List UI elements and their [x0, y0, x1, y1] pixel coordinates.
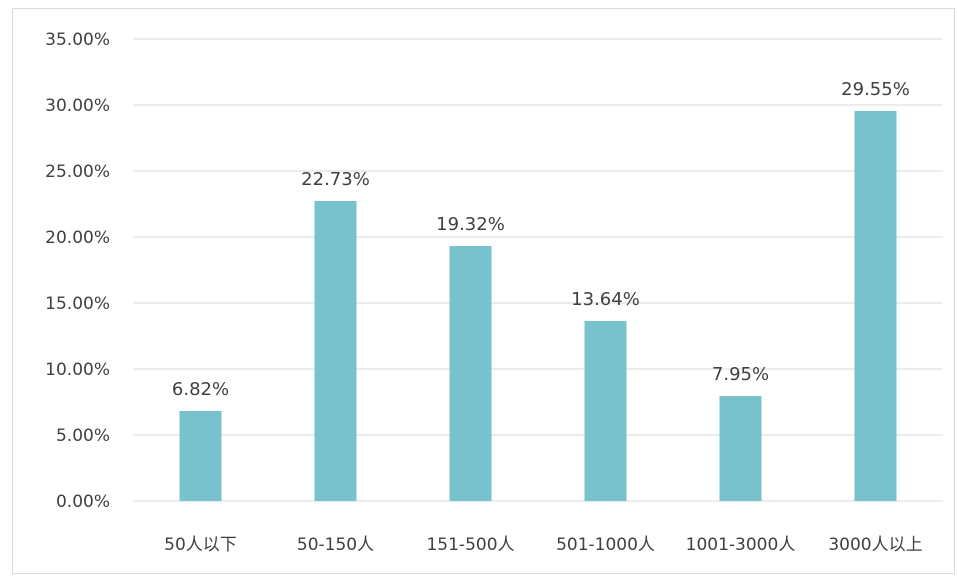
data-label: 19.32%	[436, 214, 505, 235]
bar	[314, 200, 357, 502]
bar	[179, 410, 222, 501]
y-tick-label: 15.00%	[45, 294, 110, 314]
data-label: 29.55%	[841, 79, 910, 100]
bar	[854, 110, 897, 501]
y-tick-label: 25.00%	[45, 162, 110, 182]
x-category-label: 1001-3000人	[686, 535, 796, 555]
bar	[719, 396, 762, 501]
x-category-label: 3000人以上	[828, 535, 922, 555]
y-tick-label: 20.00%	[45, 228, 110, 248]
y-axis-tick-labels: 0.00% 5.00% 10.00% 15.00% 20.00% 25.00% 30.00%…	[45, 30, 110, 512]
data-label: 7.95%	[712, 364, 769, 385]
data-label: 22.73%	[301, 169, 370, 190]
y-tick-label: 5.00%	[56, 426, 110, 446]
bar	[584, 320, 627, 501]
bars	[179, 110, 897, 502]
gridlines	[133, 38, 943, 502]
x-category-label: 50-150人	[297, 535, 374, 555]
y-tick-label: 0.00%	[56, 492, 110, 512]
data-label: 13.64%	[571, 289, 640, 310]
y-tick-label: 35.00%	[45, 30, 110, 50]
y-tick-label: 10.00%	[45, 360, 110, 380]
x-category-label: 50人以下	[164, 535, 237, 555]
data-label: 6.82%	[172, 379, 229, 400]
x-category-label: 501-1000人	[556, 535, 655, 555]
bar	[449, 245, 492, 501]
x-axis-category-labels: 50人以下 50-150人 151-500人 501-1000人 1001-3000人 3…	[164, 535, 922, 555]
y-tick-label: 30.00%	[45, 96, 110, 116]
data-labels: 6.82% 22.73% 19.32% 13.64% 7.95% 29.55%	[172, 79, 910, 400]
x-category-label: 151-500人	[426, 535, 514, 555]
